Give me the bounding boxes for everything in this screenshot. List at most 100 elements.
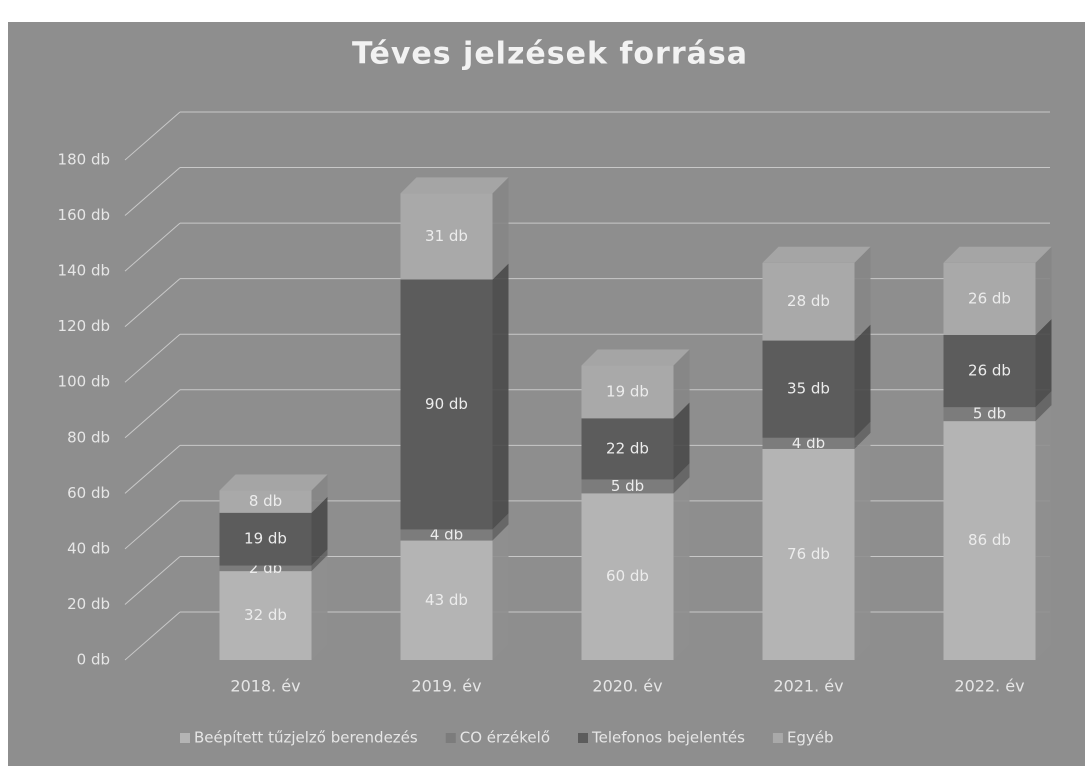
x-tick-label: 2021. év [773, 677, 843, 696]
bar-segment [943, 421, 1036, 660]
y-tick-label: 60 db [67, 484, 110, 502]
data-label: 32 db [244, 606, 287, 624]
bar-side [492, 524, 509, 660]
data-label: 35 db [787, 380, 830, 398]
grid-line [124, 389, 181, 439]
data-label: 31 db [425, 227, 468, 245]
bar-segment [581, 479, 674, 494]
bar-segment [581, 493, 674, 660]
bar-side [673, 349, 690, 419]
grid-line [124, 167, 181, 216]
data-label: 26 db [968, 362, 1011, 380]
legend-label: Beépített tűzjelző berendezés [194, 729, 418, 747]
data-label: 4 db [430, 526, 463, 544]
y-tick-label: 140 db [58, 262, 110, 280]
bar-segment [762, 340, 855, 438]
bar-side [311, 474, 328, 513]
grid-line [124, 222, 181, 272]
bar-side [492, 263, 509, 530]
bar-segment [400, 529, 493, 541]
bar-side [1035, 319, 1052, 408]
y-tick-label: 80 db [67, 428, 110, 446]
data-label: 19 db [606, 382, 649, 400]
bar-segment [581, 418, 674, 480]
legend-swatch [445, 733, 456, 743]
bar-side [673, 402, 690, 480]
data-label: 26 db [968, 289, 1011, 307]
y-tick-label: 40 db [67, 539, 110, 557]
bar-segment [219, 571, 312, 660]
bar-segment [762, 437, 855, 449]
grid-line [124, 444, 181, 494]
x-tick-label: 2020. év [592, 677, 662, 696]
bar-side [1035, 391, 1052, 422]
y-tick-label: 100 db [58, 373, 110, 391]
bar-side [492, 513, 509, 541]
legend-swatch [578, 733, 588, 743]
chart-background [8, 22, 1085, 766]
x-tick-label: 2019. év [411, 677, 481, 696]
bar-segment [219, 565, 312, 572]
bar-side [311, 496, 328, 566]
bar-segment [219, 490, 312, 513]
bar-side [854, 432, 871, 660]
y-tick-label: 0 db [77, 651, 110, 669]
bar-segment [400, 279, 493, 530]
bar-top [219, 474, 328, 491]
bar-segment [762, 262, 855, 341]
grid-line [124, 500, 181, 550]
bar-segment [400, 193, 493, 280]
bar-segment [943, 262, 1036, 335]
data-label: 5 db [973, 405, 1006, 423]
x-tick-label: 2022. év [954, 677, 1024, 696]
bar-top [400, 177, 509, 194]
data-label: 76 db [787, 545, 830, 563]
legend-label: Telefonos bejelentés [591, 729, 745, 747]
data-label: 90 db [425, 395, 468, 413]
grid-line [124, 333, 181, 383]
data-label: 28 db [787, 292, 830, 310]
bar-segment [400, 540, 493, 660]
legend-swatch [180, 733, 190, 743]
bar-side [311, 555, 328, 660]
grid-line [124, 611, 181, 661]
data-label: 86 db [968, 531, 1011, 549]
bar-side [1035, 405, 1052, 660]
bar-segment [943, 407, 1036, 422]
bar-segment [762, 448, 855, 660]
data-label: 8 db [249, 492, 282, 510]
bar-side [854, 246, 871, 341]
legend-label: Egyéb [787, 729, 834, 747]
data-label: 4 db [792, 434, 825, 452]
bar-side [492, 177, 509, 280]
x-tick-label: 2018. év [230, 677, 300, 696]
bar-segment [581, 365, 674, 419]
data-label: 19 db [244, 530, 287, 548]
bar-top [581, 349, 690, 366]
bar-side [854, 421, 871, 449]
y-tick-label: 20 db [67, 595, 110, 613]
bar-side [311, 549, 328, 572]
data-label: 5 db [611, 477, 644, 495]
bar-side [854, 324, 871, 438]
legend-label: CO érzékelő [460, 729, 550, 747]
grid-line [124, 111, 181, 161]
bar-side [673, 477, 690, 660]
chart-title: Téves jelzések forrása [352, 37, 748, 72]
bar-side [1035, 246, 1052, 335]
y-tick-label: 180 db [58, 151, 110, 169]
data-label: 43 db [425, 591, 468, 609]
y-tick-label: 160 db [58, 206, 110, 224]
data-label: 60 db [606, 567, 649, 585]
grid-line [124, 278, 181, 328]
grid-line [124, 556, 181, 605]
bar-top [762, 246, 871, 263]
data-label: 22 db [606, 439, 649, 457]
bar-segment [943, 335, 1036, 408]
bar-segment [219, 512, 312, 566]
legend-swatch [772, 733, 783, 743]
y-tick-label: 120 db [58, 317, 110, 335]
bar-top [943, 246, 1052, 263]
bar-side [673, 463, 690, 494]
